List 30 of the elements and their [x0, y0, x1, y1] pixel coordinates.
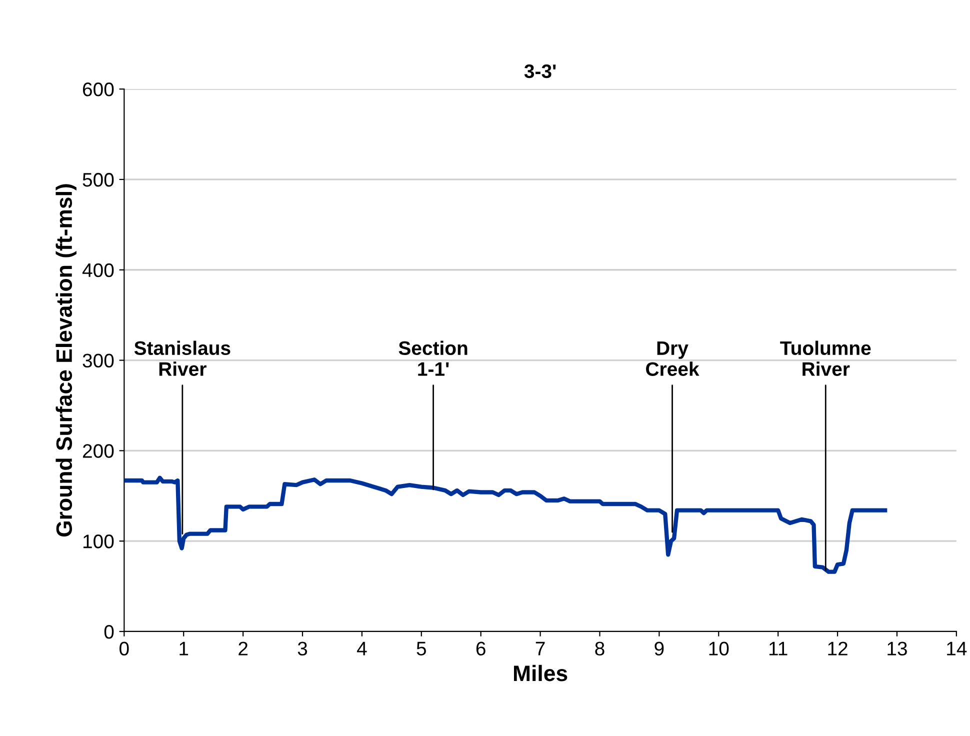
y-tick-label: 200: [82, 444, 114, 458]
chart-title: 3-3': [524, 64, 556, 78]
x-tick-label: 1: [180, 642, 188, 656]
x-tick-label: 14: [947, 642, 967, 656]
y-tick-label: 400: [82, 263, 114, 278]
x-tick-label: 6: [476, 642, 486, 656]
annotation: Section 1-1': [398, 340, 468, 376]
annotation: Dry Creek: [646, 341, 700, 376]
x-tick-label: 0: [120, 642, 129, 656]
y-tick-label: 100: [83, 534, 114, 548]
x-tick-label: 2: [238, 642, 248, 656]
y-axis-title: Ground Surface Elevation (ft-msl): [56, 184, 76, 537]
x-tick-label: 4: [356, 642, 367, 656]
annotation: Stanislaus River: [134, 340, 230, 376]
x-tick-label: 9: [654, 642, 664, 656]
annotation: Tuolumne River: [780, 340, 871, 376]
x-tick-label: 12: [828, 642, 848, 656]
x-tick-label: 11: [769, 642, 788, 656]
y-tick-label: 500: [82, 172, 114, 187]
line-series: [124, 476, 888, 574]
y-tick-label: 300: [82, 354, 114, 368]
y-tick-label: 0: [104, 624, 114, 639]
x-axis-title: Miles: [514, 664, 568, 682]
y-tick-label: 600: [82, 82, 114, 96]
x-tick-label: 13: [888, 642, 907, 656]
x-tick-label: 8: [595, 642, 604, 656]
x-tick-label: 5: [416, 642, 426, 656]
x-tick-label: 7: [536, 642, 545, 656]
x-tick-label: 3: [298, 642, 308, 656]
x-tick-label: 10: [709, 642, 729, 656]
